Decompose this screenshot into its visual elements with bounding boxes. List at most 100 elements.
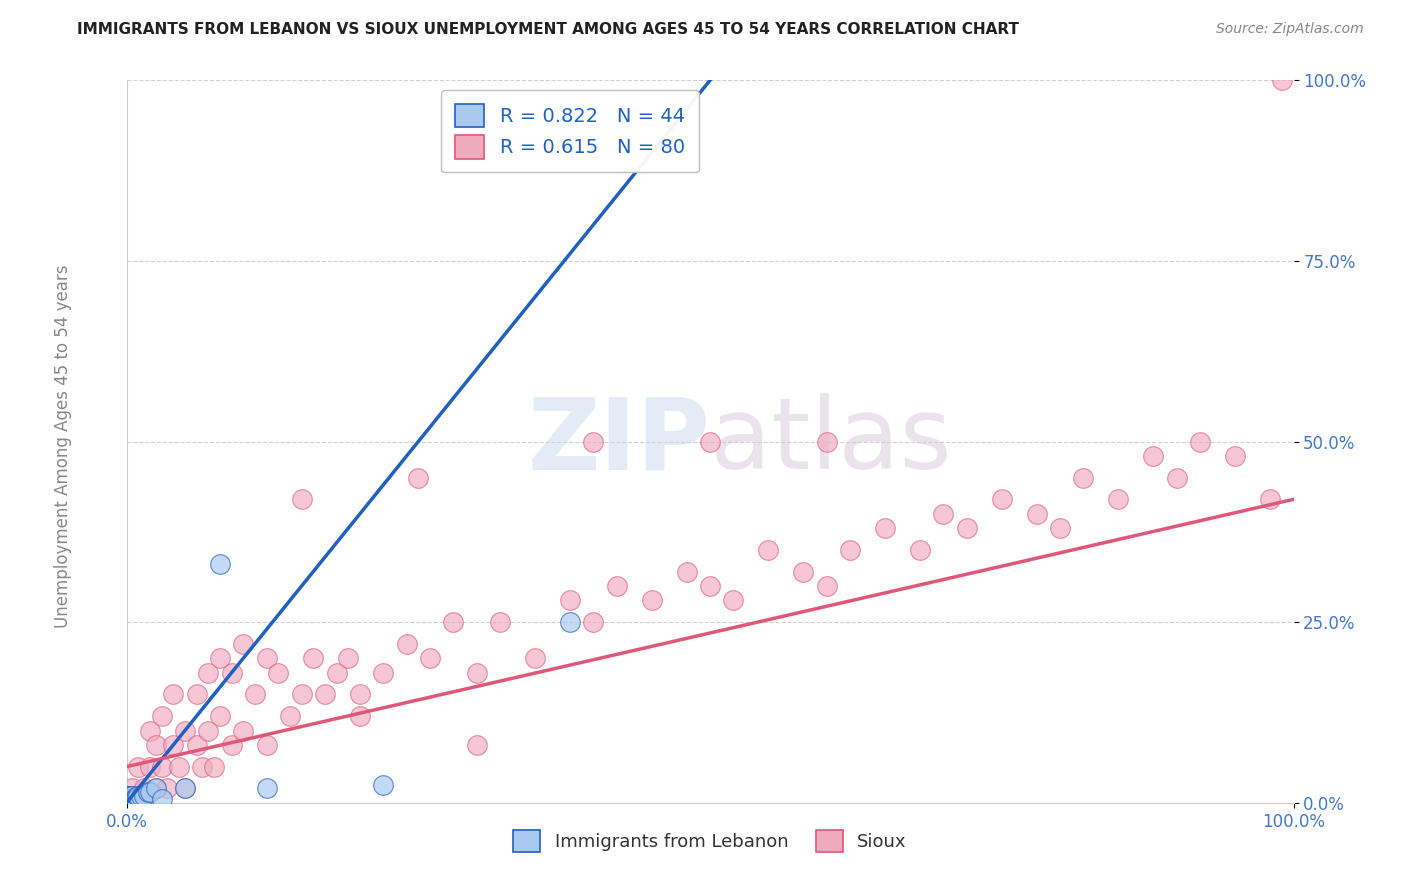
Point xyxy=(118,792,141,806)
Point xyxy=(302,651,325,665)
Point xyxy=(115,796,138,810)
Point xyxy=(127,796,149,810)
Point xyxy=(699,579,721,593)
Point xyxy=(150,792,173,806)
Point xyxy=(117,792,139,806)
Point xyxy=(162,687,184,701)
Point xyxy=(120,796,142,810)
Point xyxy=(115,796,138,810)
Point xyxy=(908,542,931,557)
Point xyxy=(115,792,138,806)
Point xyxy=(1049,521,1071,535)
Point xyxy=(558,615,581,630)
Point xyxy=(1108,492,1130,507)
Point xyxy=(1223,449,1246,463)
Point xyxy=(117,789,139,803)
Point xyxy=(127,789,149,803)
Point xyxy=(582,434,605,449)
Point xyxy=(232,723,254,738)
Point xyxy=(606,579,628,593)
Point xyxy=(1166,470,1188,484)
Point xyxy=(150,760,173,774)
Point xyxy=(139,785,162,799)
Point xyxy=(115,796,138,810)
Point xyxy=(117,796,139,810)
Point xyxy=(723,593,745,607)
Legend: Immigrants from Lebanon, Sioux: Immigrants from Lebanon, Sioux xyxy=(506,822,914,859)
Point xyxy=(314,687,336,701)
Point xyxy=(1271,73,1294,87)
Point xyxy=(167,760,190,774)
Point xyxy=(156,781,179,796)
Point xyxy=(395,637,418,651)
Point xyxy=(325,665,347,680)
Point xyxy=(132,781,155,796)
Point xyxy=(132,789,155,803)
Point xyxy=(139,723,162,738)
Point xyxy=(115,789,138,803)
Point xyxy=(956,521,979,535)
Point xyxy=(441,615,464,630)
Point xyxy=(120,792,142,806)
Point xyxy=(122,792,145,806)
Point xyxy=(118,789,141,803)
Point xyxy=(129,789,152,803)
Point xyxy=(145,781,167,796)
Point xyxy=(208,709,231,723)
Point xyxy=(1073,470,1095,484)
Point xyxy=(118,796,141,810)
Text: atlas: atlas xyxy=(710,393,952,490)
Point xyxy=(1258,492,1281,507)
Point xyxy=(489,615,512,630)
Point xyxy=(267,665,290,680)
Point xyxy=(1189,434,1212,449)
Point xyxy=(349,687,371,701)
Point xyxy=(675,565,697,579)
Point xyxy=(127,760,149,774)
Point xyxy=(121,792,143,806)
Point xyxy=(256,651,278,665)
Point xyxy=(256,738,278,752)
Point xyxy=(1142,449,1164,463)
Point xyxy=(118,796,141,810)
Point xyxy=(1025,507,1047,521)
Point xyxy=(208,558,231,572)
Point xyxy=(815,579,838,593)
Point xyxy=(117,796,139,810)
Point xyxy=(124,792,146,806)
Point xyxy=(232,637,254,651)
Point xyxy=(125,792,148,806)
Point xyxy=(278,709,301,723)
Point xyxy=(162,738,184,752)
Text: ZIP: ZIP xyxy=(527,393,710,490)
Point xyxy=(118,792,141,806)
Point xyxy=(419,651,441,665)
Point xyxy=(174,781,197,796)
Point xyxy=(125,789,148,803)
Point xyxy=(815,434,838,449)
Point xyxy=(115,796,138,810)
Point xyxy=(145,738,167,752)
Point xyxy=(875,521,897,535)
Point xyxy=(197,665,219,680)
Point xyxy=(465,665,488,680)
Point xyxy=(373,665,395,680)
Point xyxy=(202,760,225,774)
Point xyxy=(337,651,360,665)
Point xyxy=(243,687,266,701)
Point xyxy=(290,492,312,507)
Point xyxy=(465,738,488,752)
Point xyxy=(582,615,605,630)
Point xyxy=(145,781,167,796)
Point xyxy=(208,651,231,665)
Point xyxy=(139,760,162,774)
Point xyxy=(523,651,546,665)
Point xyxy=(839,542,862,557)
Point xyxy=(121,789,143,803)
Point xyxy=(197,723,219,738)
Point xyxy=(115,792,138,806)
Point xyxy=(256,781,278,796)
Point xyxy=(115,796,138,810)
Point xyxy=(136,785,159,799)
Point xyxy=(121,796,143,810)
